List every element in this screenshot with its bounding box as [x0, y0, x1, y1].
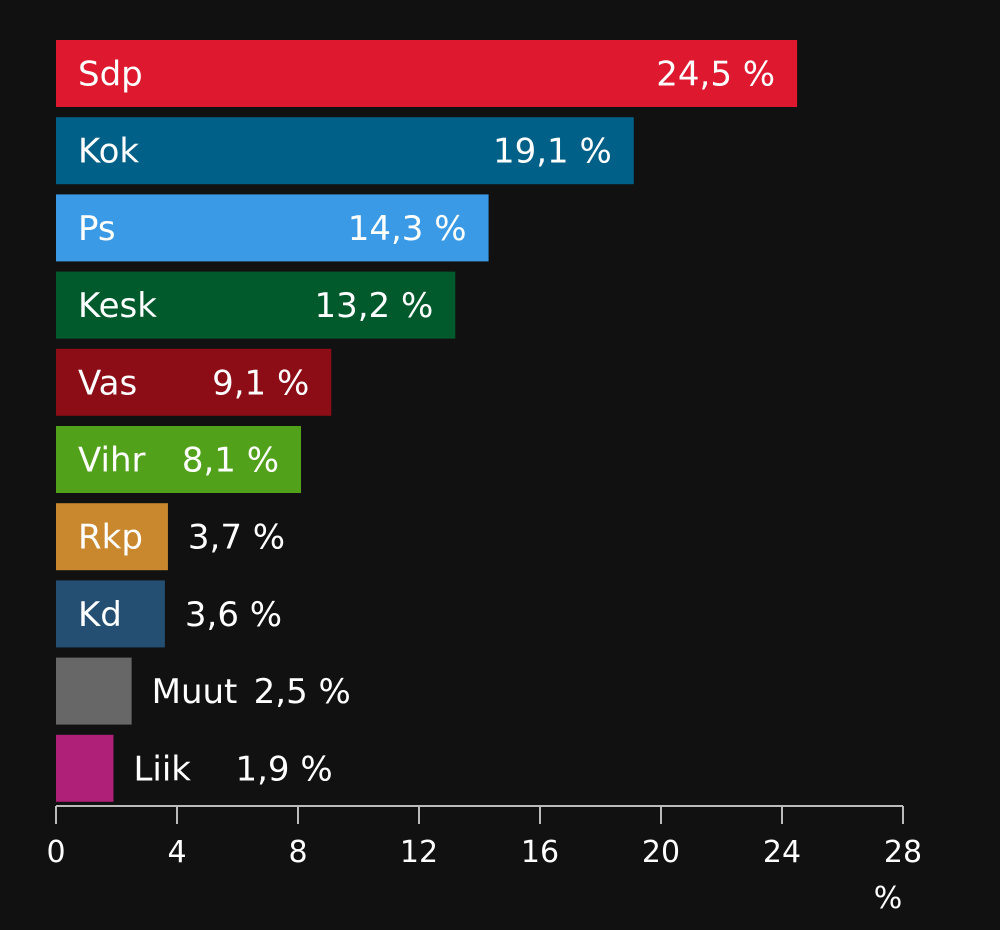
value-label-liik: 1,9 %: [235, 749, 332, 789]
value-label-kesk: 13,2 %: [314, 286, 433, 326]
category-label-kesk: Kesk: [78, 286, 157, 326]
value-label-kd: 3,6 %: [185, 595, 282, 635]
x-axis-label: %: [874, 881, 903, 916]
bar-ps: [56, 194, 489, 262]
category-label-vas: Vas: [78, 363, 137, 403]
x-tick-label: 28: [884, 835, 922, 870]
category-label-kok: Kok: [78, 132, 139, 172]
x-tick-label: 24: [763, 835, 801, 870]
bar-vihr: [56, 426, 302, 493]
bar-muut: [56, 657, 132, 725]
value-label-vihr: 8,1 %: [182, 441, 279, 481]
bar-sdp: [56, 40, 798, 107]
bar-kok: [56, 117, 634, 185]
category-label-ps: Ps: [78, 209, 116, 249]
category-label-rkp: Rkp: [78, 518, 143, 558]
category-label-liik: Liik: [133, 749, 191, 789]
x-axis: 0 4 8 12 16 20 24 28: [46, 805, 922, 870]
category-label-sdp: Sdp: [78, 55, 143, 95]
x-tick-label: 8: [288, 835, 307, 870]
value-label-rkp: 3,7 %: [188, 518, 285, 558]
x-tick-label: 0: [46, 835, 65, 870]
category-label-kd: Kd: [78, 595, 122, 635]
bar-vas: [56, 348, 332, 416]
x-tick-label: 16: [521, 835, 559, 870]
value-label-ps: 14,3 %: [348, 209, 467, 249]
bar-kd: [56, 580, 165, 648]
x-tick-label: 4: [167, 835, 186, 870]
bar-kesk: [56, 271, 456, 339]
category-label-vihr: Vihr: [78, 441, 146, 481]
category-label-muut: Muut: [152, 672, 238, 712]
value-label-muut: 2,5 %: [254, 672, 351, 712]
bars-group: Sdp 24,5 % Kok 19,1 % Ps 14,3 % Kesk 13,2 % Vas 9…: [56, 40, 798, 802]
value-label-vas: 9,1 %: [212, 363, 309, 403]
x-tick-label: 20: [642, 835, 680, 870]
bar-liik: [56, 734, 114, 802]
bar-rkp: [56, 503, 168, 571]
value-label-sdp: 24,5 %: [656, 55, 775, 95]
value-label-kok: 19,1 %: [493, 132, 612, 172]
x-tick-label: 12: [400, 835, 438, 870]
